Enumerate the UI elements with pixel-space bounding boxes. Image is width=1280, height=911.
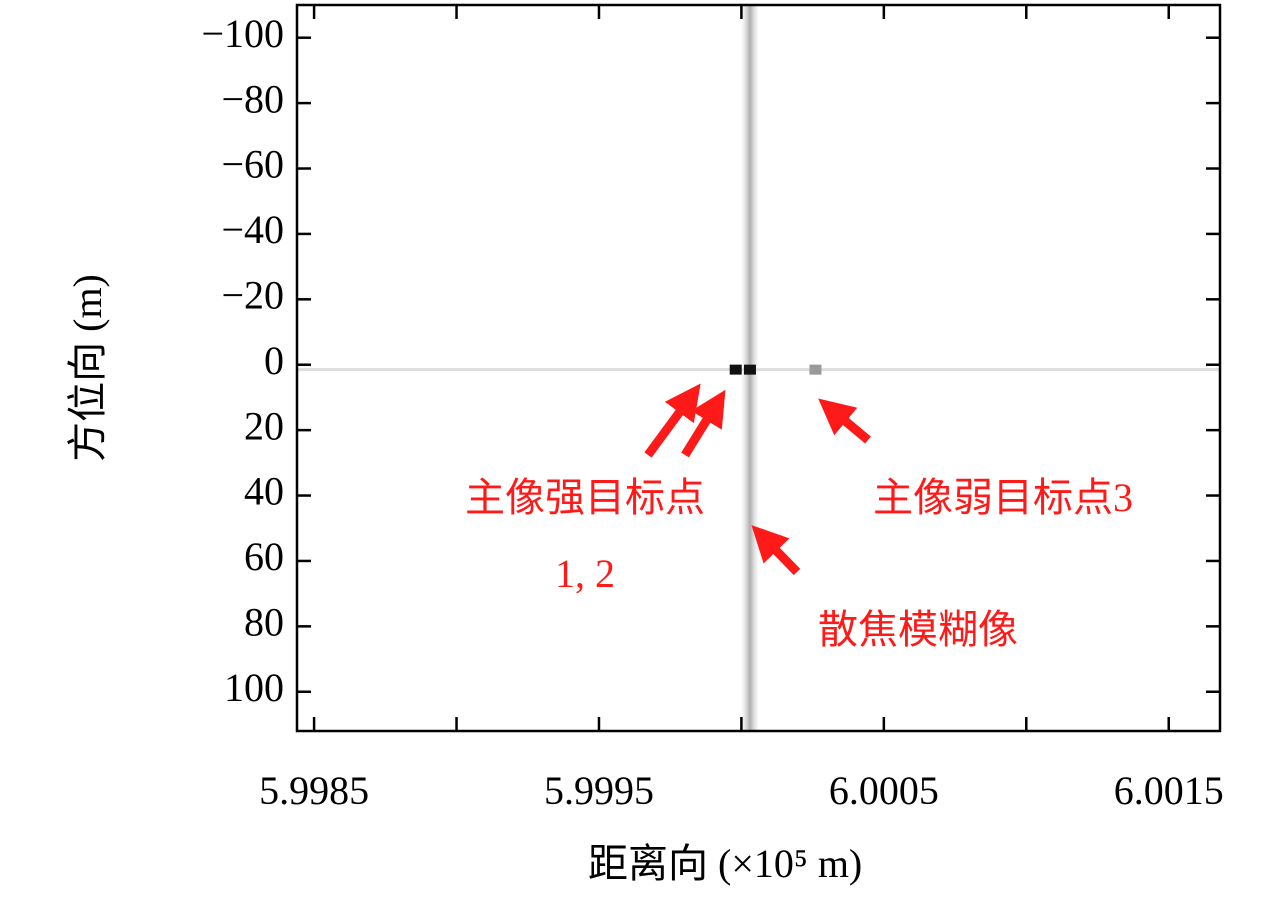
y-tick-label: 100 <box>224 665 284 710</box>
annotation: 主像弱目标点3 <box>873 475 1133 520</box>
annotation: 散焦模糊像 <box>818 607 1018 652</box>
annotation: 主像强目标点 <box>465 475 705 520</box>
y-tick-label: 40 <box>244 469 284 514</box>
annotation: 1, 2 <box>555 551 615 596</box>
y-tick-label: 80 <box>244 600 284 645</box>
y-tick-label: 60 <box>244 534 284 579</box>
x-axis-label: 距离向 (×10⁵ m) <box>588 841 862 886</box>
arrow <box>644 383 701 458</box>
y-tick-label: 0 <box>264 338 284 383</box>
y-tick-label: −40 <box>221 207 284 252</box>
y-tick-label: 20 <box>244 403 284 448</box>
plot-area <box>297 5 1220 731</box>
target-point <box>729 364 742 375</box>
annotation-arrows <box>644 383 871 576</box>
target-point <box>743 364 756 375</box>
x-tick-label: 6.0005 <box>829 768 939 813</box>
y-tick-label: −80 <box>221 76 284 121</box>
y-tick-label: −100 <box>201 11 284 56</box>
target-point <box>809 364 822 375</box>
arrow <box>751 525 801 576</box>
y-axis-label: 方位向 (m) <box>65 274 110 462</box>
x-tick-label: 5.9985 <box>259 768 369 813</box>
y-tick-label: −60 <box>221 142 284 187</box>
x-tick-label: 5.9995 <box>544 768 654 813</box>
arrow <box>818 398 871 444</box>
y-tick-label: −20 <box>221 272 284 317</box>
plot-frame <box>295 3 1222 733</box>
arrow <box>681 389 726 458</box>
x-tick-label: 6.0015 <box>1114 768 1224 813</box>
